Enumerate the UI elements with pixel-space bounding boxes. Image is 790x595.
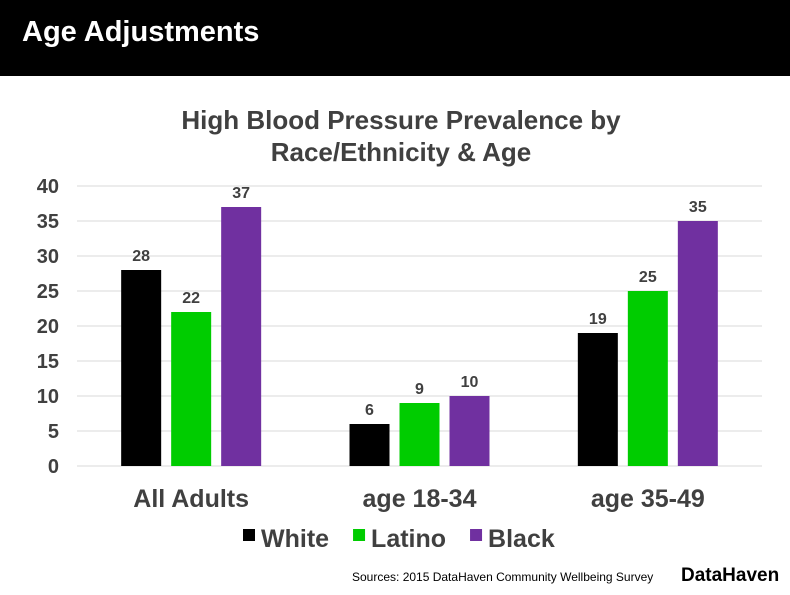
bar-latino-2 (627, 291, 668, 466)
bar-white-2 (577, 333, 618, 466)
y-tick-label: 40 (37, 176, 59, 198)
bar-white-0 (121, 270, 162, 466)
data-label: 22 (182, 290, 200, 307)
header-bar: Age Adjustments (0, 0, 790, 76)
bar-latino-0 (171, 312, 212, 466)
y-tick-label: 35 (37, 211, 59, 233)
bar-chart: 0 5 10 15 20 25 30 35 40 28 22 37 All Adults 6 9 10 age … (37, 176, 762, 553)
data-label: 6 (365, 402, 374, 419)
legend-swatch-white (243, 529, 255, 541)
bar-latino-1 (399, 403, 440, 466)
bar-white-1 (349, 424, 390, 466)
chart-title-line-2: Race/Ethnicity & Age (270, 137, 532, 167)
legend-label-latino: Latino (371, 525, 446, 553)
data-label: 35 (689, 199, 707, 216)
x-category-label: All Adults (133, 485, 249, 513)
source-note: Sources: 2015 DataHaven Community Wellbe… (352, 570, 654, 584)
chart-title-line-1: High Blood Pressure Prevalence by (181, 105, 621, 135)
x-category-label: age 35-49 (591, 485, 705, 513)
y-tick-label: 0 (48, 456, 59, 478)
legend-swatch-latino (353, 529, 366, 541)
bar-black-2 (677, 221, 718, 466)
y-tick-label: 5 (48, 421, 59, 443)
bar-black-0 (221, 207, 262, 466)
y-tick-label: 30 (37, 246, 59, 268)
slide-title: Age Adjustments (22, 16, 260, 48)
y-tick-label: 20 (37, 316, 59, 338)
legend-label-black: Black (488, 525, 555, 553)
data-label: 25 (639, 269, 657, 286)
bar-black-1 (449, 396, 490, 466)
data-label: 19 (589, 311, 607, 328)
data-label: 10 (461, 374, 479, 391)
data-label: 9 (415, 381, 424, 398)
y-tick-label: 25 (37, 281, 59, 303)
data-label: 37 (232, 185, 250, 202)
legend-swatch-black (470, 529, 483, 541)
legend-label-white: White (261, 525, 329, 553)
datahaven-logo: DataHaven (681, 565, 780, 586)
y-tick-label: 10 (37, 386, 59, 408)
y-tick-label: 15 (37, 351, 59, 373)
x-category-label: age 18-34 (363, 485, 477, 513)
data-label: 28 (132, 248, 150, 265)
